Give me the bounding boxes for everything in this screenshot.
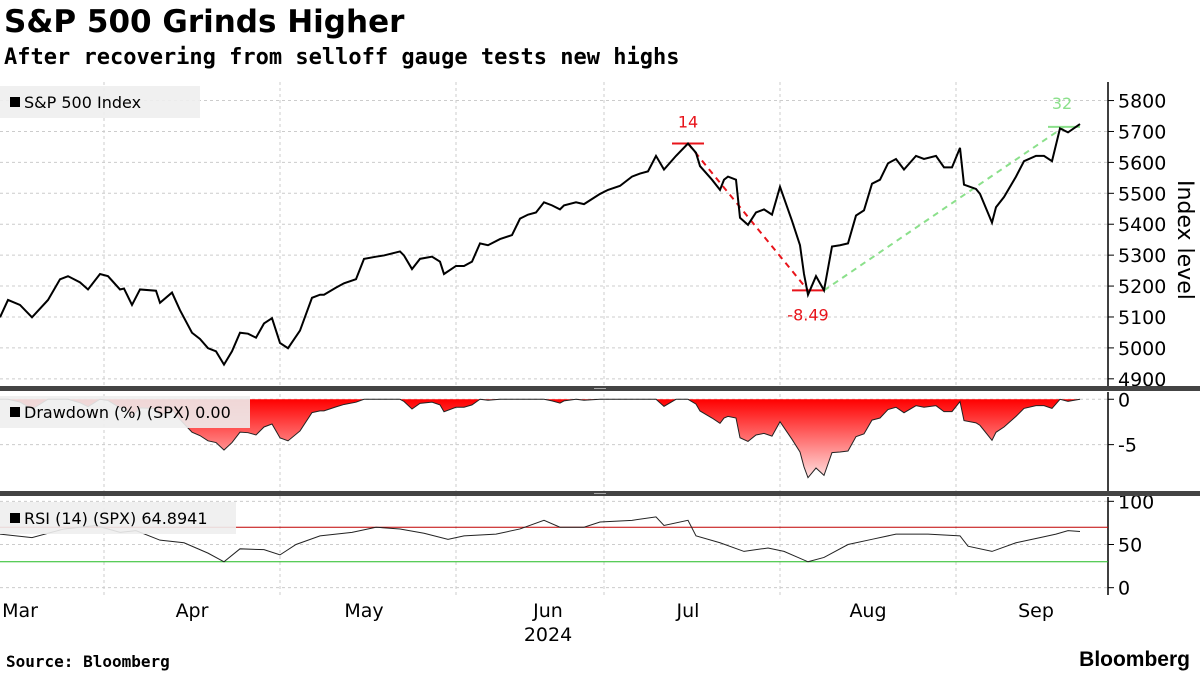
- chart-title: S&P 500 Grinds Higher: [4, 4, 405, 40]
- y-axis-title: Index level: [1172, 180, 1197, 300]
- trough-annotation: -8.49: [787, 305, 828, 324]
- price-legend-box: [0, 86, 200, 118]
- y-tick-label: 5400: [1118, 214, 1166, 236]
- price-legend: S&P 500 Index: [24, 93, 141, 112]
- drawdown-arrow: [687, 142, 809, 292]
- x-tick-label: May: [344, 600, 383, 622]
- x-tick-label: Jul: [676, 600, 700, 622]
- y-tick-label: 5600: [1118, 152, 1166, 174]
- chart-subtitle: After recovering from selloff gauge test…: [4, 45, 680, 70]
- y-tick-label: 100: [1118, 491, 1154, 513]
- x-tick-label: Sep: [1018, 600, 1054, 622]
- x-year-label: 2024: [524, 624, 572, 646]
- y-tick-label: 5500: [1118, 183, 1166, 205]
- source-note: Source: Bloomberg: [6, 652, 170, 671]
- peak-annotation: 14: [678, 113, 698, 132]
- rsi-legend: RSI (14) (SPX) 64.8941: [24, 509, 208, 528]
- x-tick-label: Jun: [532, 600, 563, 622]
- drawdown-legend: Drawdown (%) (SPX) 0.00: [24, 403, 231, 422]
- y-tick-label: -5: [1118, 435, 1137, 457]
- y-tick-label: 5800: [1118, 91, 1166, 113]
- recovery-annotation: 32: [1052, 94, 1072, 113]
- drawdown-legend-box: [0, 396, 250, 428]
- recovery-line: [823, 126, 1065, 292]
- y-tick-label: 0: [1118, 389, 1130, 411]
- y-tick-label: 5000: [1118, 338, 1166, 360]
- price-line: [0, 123, 1081, 367]
- y-tick-label: 5300: [1118, 245, 1166, 267]
- drawdown-line: [0, 398, 1081, 479]
- y-tick-label: 50: [1118, 535, 1142, 557]
- rsi-legend-box: [0, 502, 236, 534]
- drawdown-legend-swatch: [10, 407, 20, 417]
- y-tick-label: 0: [1118, 578, 1130, 600]
- drawdown-area: [0, 399, 1080, 478]
- y-tick-label: 5200: [1118, 276, 1166, 298]
- bloomberg-logo: Bloomberg: [1079, 648, 1190, 671]
- x-tick-label: Aug: [849, 600, 886, 622]
- price-legend-swatch: [10, 97, 20, 107]
- y-tick-label: 4900: [1118, 369, 1166, 391]
- rsi-legend-swatch: [10, 513, 20, 523]
- rsi-line: [0, 516, 1081, 563]
- x-tick-label: Mar: [2, 600, 38, 622]
- y-tick-label: 5100: [1118, 307, 1166, 329]
- x-tick-label: Apr: [176, 600, 209, 622]
- y-tick-label: 5700: [1118, 121, 1166, 143]
